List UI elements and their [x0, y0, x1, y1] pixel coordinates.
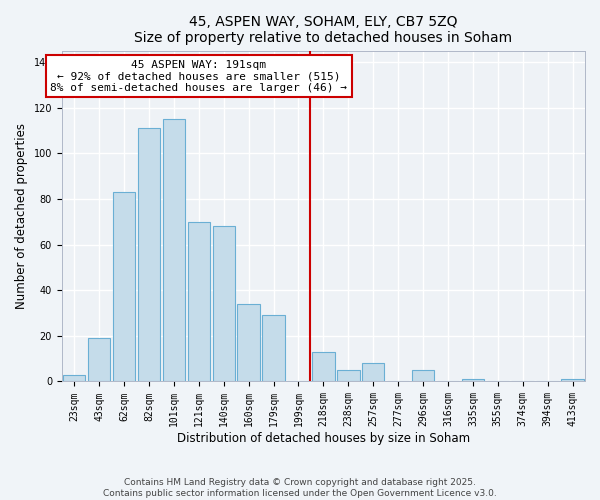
Text: 45 ASPEN WAY: 191sqm
← 92% of detached houses are smaller (515)
8% of semi-detac: 45 ASPEN WAY: 191sqm ← 92% of detached h… — [50, 60, 347, 93]
X-axis label: Distribution of detached houses by size in Soham: Distribution of detached houses by size … — [177, 432, 470, 445]
Title: 45, ASPEN WAY, SOHAM, ELY, CB7 5ZQ
Size of property relative to detached houses : 45, ASPEN WAY, SOHAM, ELY, CB7 5ZQ Size … — [134, 15, 512, 45]
Bar — [163, 119, 185, 382]
Bar — [88, 338, 110, 382]
Text: Contains HM Land Registry data © Crown copyright and database right 2025.
Contai: Contains HM Land Registry data © Crown c… — [103, 478, 497, 498]
Bar — [312, 352, 335, 382]
Bar — [212, 226, 235, 382]
Bar — [461, 379, 484, 382]
Bar — [337, 370, 359, 382]
Bar — [238, 304, 260, 382]
Bar — [562, 379, 584, 382]
Bar — [188, 222, 210, 382]
Bar — [138, 128, 160, 382]
Bar — [63, 374, 85, 382]
Bar — [262, 316, 285, 382]
Bar — [113, 192, 135, 382]
Y-axis label: Number of detached properties: Number of detached properties — [15, 123, 28, 309]
Bar — [362, 363, 385, 382]
Bar — [412, 370, 434, 382]
